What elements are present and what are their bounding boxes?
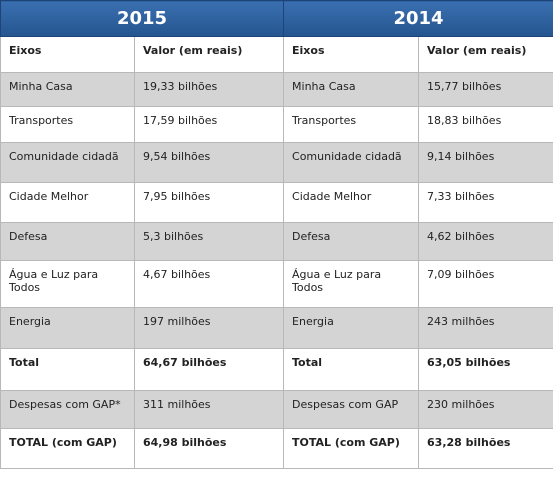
column-header: Eixos [0,36,135,73]
table-cell: Transportes [0,106,135,143]
table-cell: Cidade Melhor [283,182,420,223]
table-row: Comunidade cidadã 9,54 bilhões Comunidade … [0,142,553,183]
table-cell: Comunidade cidadã [283,142,420,183]
table-cell: Minha Casa [0,72,135,107]
table-cell: 63,28 bilhões [418,428,553,469]
table-cell: 9,14 bilhões [418,142,553,183]
table-cell: 64,67 bilhões [133,348,285,391]
table-cell: 4,67 bilhões [133,260,285,308]
column-header: Valor (em reais) [418,36,553,73]
table-cell: Cidade Melhor [0,182,135,223]
table-row: Minha Casa 19,33 bilhões Minha Casa 15,77 b… [0,72,553,107]
table-cell: 15,77 bilhões [418,72,553,107]
table-cell: Minha Casa [283,72,420,107]
table-cell: 17,59 bilhões [133,106,285,143]
table-row: Transportes 17,59 bilhões Transportes 18,83… [0,106,553,143]
year-row: 2015 2014 [0,0,553,37]
table-cell: 311 milhões [133,390,285,429]
table-cell: TOTAL (com GAP) [0,428,135,469]
table-cell: Defesa [0,222,135,261]
table-row: Total 64,67 bilhões Total 63,05 bilhões [0,348,553,391]
table-cell: 5,3 bilhões [133,222,285,261]
table-row: Defesa 5,3 bilhões Defesa 4,62 bilhões [0,222,553,261]
table-cell: 9,54 bilhões [133,142,285,183]
table-cell: TOTAL (com GAP) [283,428,420,469]
table-cell: Defesa [283,222,420,261]
table-cell: Despesas com GAP [283,390,420,429]
table-row: TOTAL (com GAP) 64,98 bilhões TOTAL (com G… [0,428,553,469]
table-cell: 19,33 bilhões [133,72,285,107]
table-cell: 243 milhões [418,307,553,349]
table-row: Cidade Melhor 7,95 bilhões Cidade Melhor 7,… [0,182,553,223]
table-cell: Energia [283,307,420,349]
table-cell: Comunidade cidadã [0,142,135,183]
table-cell: 230 milhões [418,390,553,429]
table-cell: 63,05 bilhões [418,348,553,391]
table-row: Água e Luz para Todos 4,67 bilhões Água e … [0,260,553,308]
table-row: Despesas com GAP* 311 milhões Despesas com… [0,390,553,429]
table-cell: Transportes [283,106,420,143]
table-cell: Despesas com GAP* [0,390,135,429]
column-header: Valor (em reais) [133,36,285,73]
table-cell: 64,98 bilhões [133,428,285,469]
table-cell: Água e Luz para Todos [0,260,135,308]
table-cell: Total [0,348,135,391]
table-cell: 7,09 bilhões [418,260,553,308]
table-cell: 4,62 bilhões [418,222,553,261]
table-cell: 7,95 bilhões [133,182,285,223]
column-header: Eixos [283,36,420,73]
table-cell: Energia [0,307,135,349]
data-table: 2015 2014 Eixos Valor (em reais) Eixos Valor … [0,0,553,469]
table-cell: Água e Luz para Todos [283,260,420,308]
table-cell: Total [283,348,420,391]
table-cell: 18,83 bilhões [418,106,553,143]
year-header: 2014 [283,0,553,37]
table-row: Energia 197 milhões Energia 243 milhões [0,307,553,349]
table-cell: 197 milhões [133,307,285,349]
column-header-row: Eixos Valor (em reais) Eixos Valor (em reai… [0,36,553,73]
year-header: 2015 [0,0,285,37]
table-cell: 7,33 bilhões [418,182,553,223]
